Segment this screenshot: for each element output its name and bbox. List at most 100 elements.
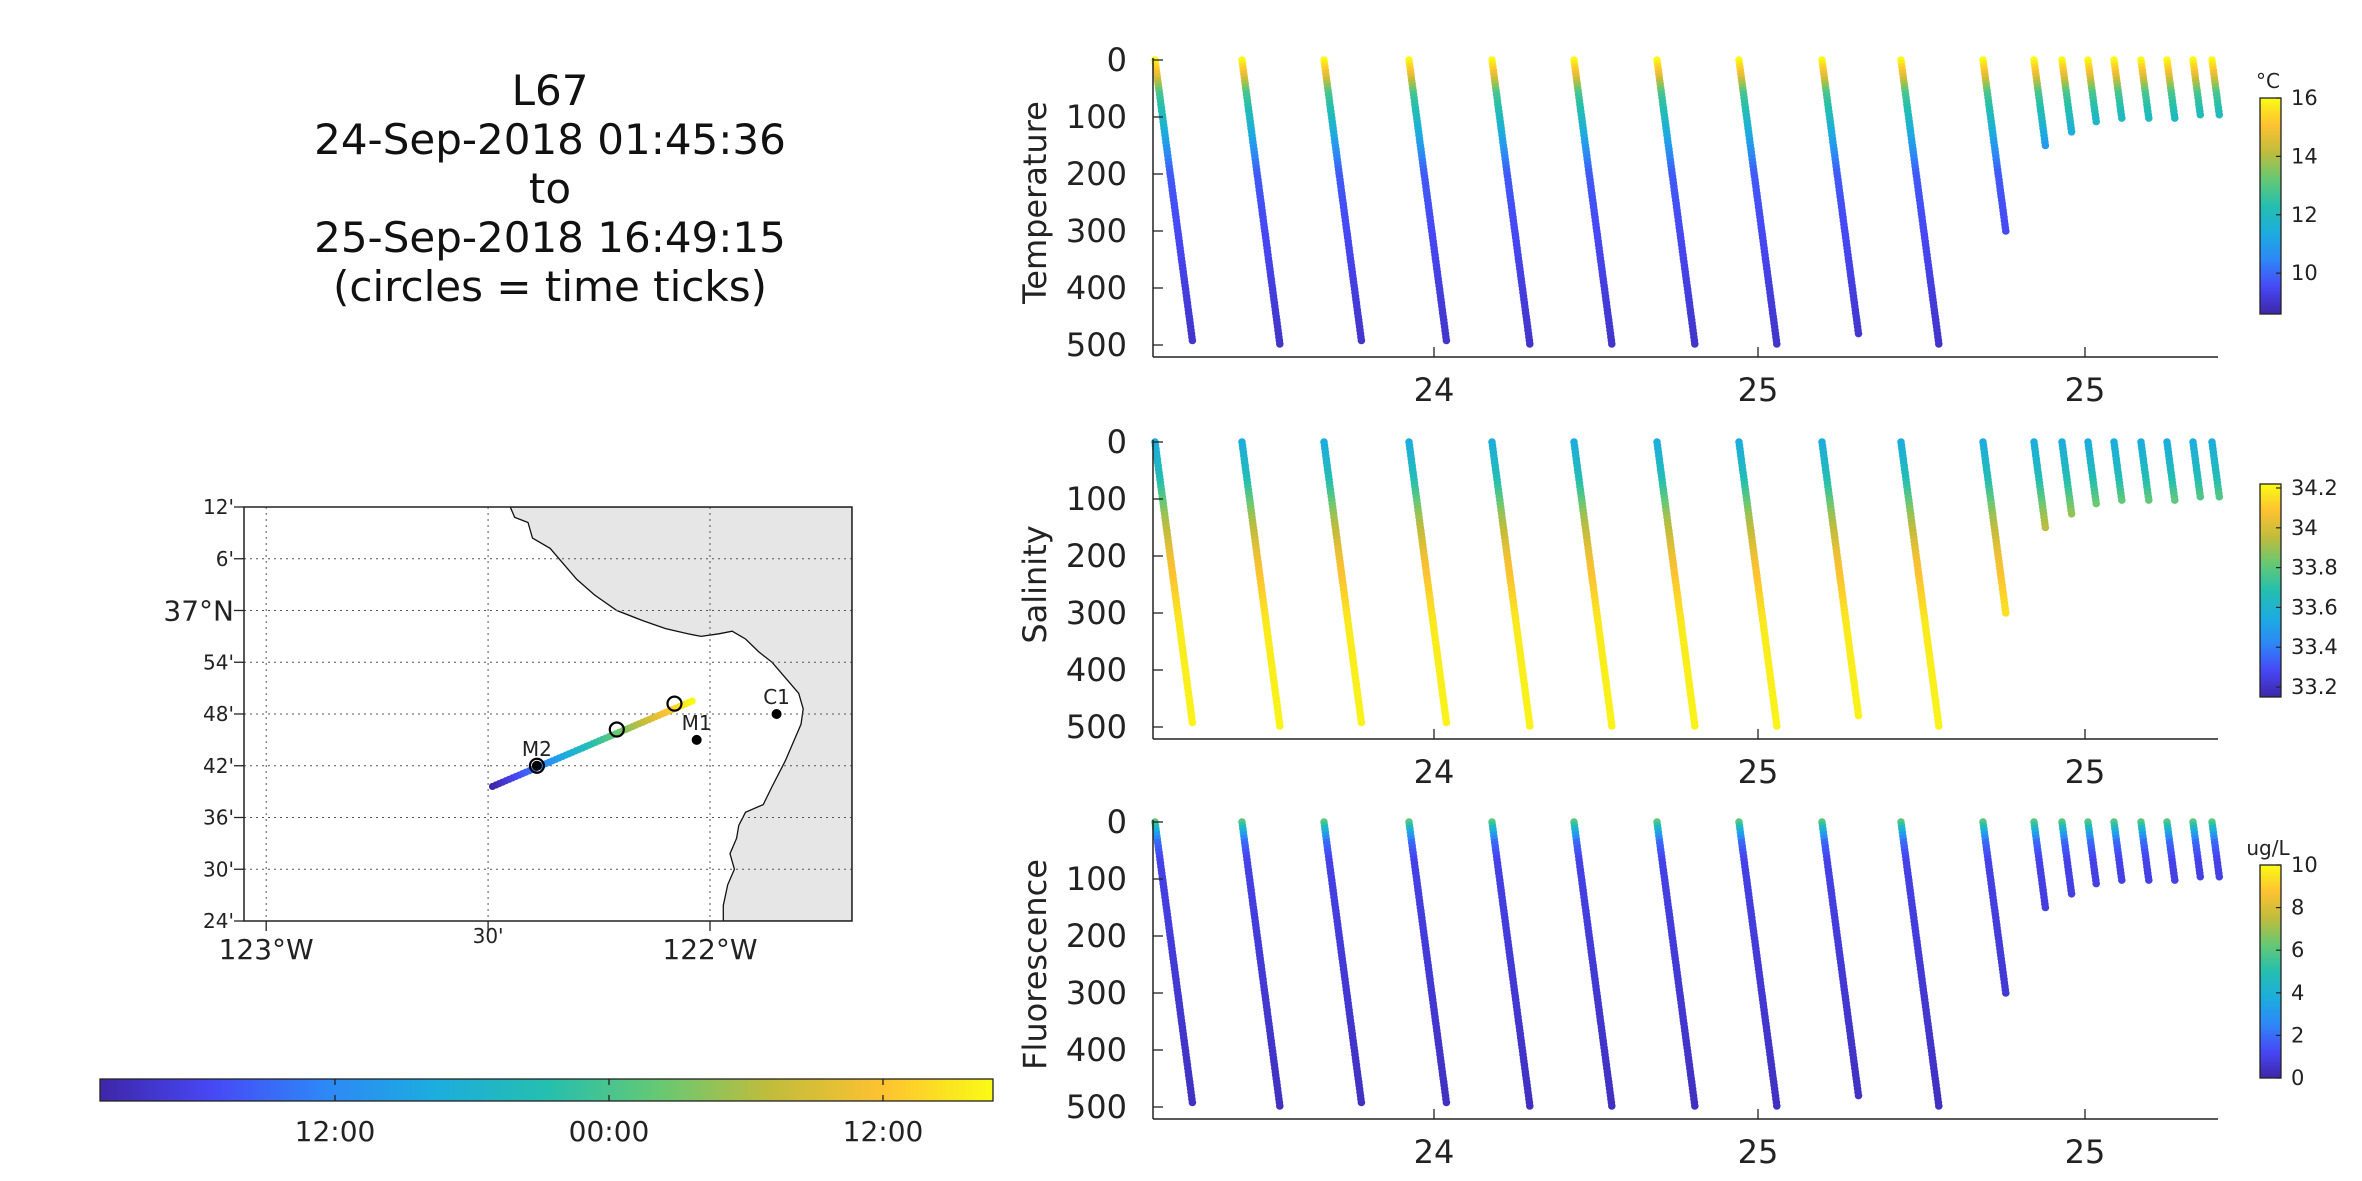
profile-point <box>2196 872 2205 881</box>
profile-y-axis-label: Salinity <box>1016 525 1054 643</box>
profile-point <box>1854 1091 1863 1100</box>
profile-point <box>1691 722 1699 730</box>
profile-y-tick-label: 500 <box>1066 326 1127 364</box>
profile-y-tick-label: 200 <box>1066 155 1127 193</box>
profile-point <box>2092 117 2100 126</box>
figure-title: L67 24-Sep-2018 01:45:36 to 25-Sep-2018 … <box>300 66 800 311</box>
profile-colorbar-label: 33.4 <box>2291 635 2338 659</box>
profile-colorbar-unit: °C <box>2256 69 2280 93</box>
profile-point <box>1357 336 1366 345</box>
map-station-marker <box>531 760 542 771</box>
map-station-label: C1 <box>763 685 790 709</box>
profile-colorbar-unit: ug/L <box>2246 836 2290 860</box>
profile-point <box>2092 879 2100 888</box>
profile-point <box>2002 609 2010 617</box>
profile-point <box>1276 340 1284 348</box>
profile-point <box>2171 876 2179 884</box>
profile-y-tick-label: 400 <box>1066 651 1127 689</box>
profile-colorbar-label: 0 <box>2291 1066 2304 1090</box>
profile-point <box>1188 336 1197 345</box>
map-station-marker <box>691 734 702 745</box>
profile-point <box>2041 141 2050 150</box>
profile-point <box>2215 872 2224 881</box>
profile-colorbar-label: 33.8 <box>2291 556 2338 580</box>
profile-point <box>2145 114 2153 122</box>
profile-point <box>1935 722 1943 730</box>
profile-point <box>1276 722 1284 730</box>
profile-point <box>1526 340 1534 348</box>
time-colorbar <box>99 1078 994 1102</box>
profile-point <box>1442 336 1451 345</box>
profile-point <box>1526 1102 1534 1110</box>
profile-point <box>1691 1102 1699 1110</box>
profile-point <box>1357 718 1366 727</box>
profile-y-tick-label: 0 <box>1107 803 1127 841</box>
profile-point <box>1691 340 1699 348</box>
profile-point <box>2041 523 2050 532</box>
profile-point <box>1608 722 1616 730</box>
profile-y-tick-label: 300 <box>1066 974 1127 1012</box>
profile-y-tick-label: 100 <box>1066 98 1127 136</box>
map-lat-tick-label: 48' <box>203 702 234 726</box>
profile-point <box>2215 110 2224 119</box>
profile-point <box>1276 1102 1284 1110</box>
profile-point <box>1854 711 1863 720</box>
map-time-tick-circle <box>528 757 546 774</box>
profile-colorbar-label: 12 <box>2291 203 2318 227</box>
profile-point <box>2118 114 2126 122</box>
profile-colorbar-label: 14 <box>2291 144 2318 168</box>
profile-colorbar-label: 8 <box>2291 896 2304 920</box>
profile-point <box>1773 1102 1781 1110</box>
profile-point <box>1935 1102 1943 1110</box>
profile-x-tick-label: 25 <box>2065 753 2106 791</box>
profile-point <box>2171 496 2179 504</box>
map-lat-tick-label: 36' <box>203 806 234 830</box>
profile-y-tick-label: 300 <box>1066 212 1127 250</box>
profile-colorbar-label: 10 <box>2291 853 2318 877</box>
profile-x-tick-label: 24 <box>1414 1133 1455 1171</box>
title-line-end: 25-Sep-2018 16:49:15 <box>314 213 786 262</box>
profile-point <box>1442 718 1451 727</box>
map-lat-tick-label: 42' <box>203 754 234 778</box>
profile-point <box>2067 890 2076 898</box>
profile-colorbar-label: 6 <box>2291 938 2304 962</box>
profile-y-tick-label: 100 <box>1066 860 1127 898</box>
profile-point <box>2041 903 2050 912</box>
profile-point <box>1608 340 1616 348</box>
profile-colorbar-label: 2 <box>2291 1023 2304 1047</box>
profile-y-tick-label: 500 <box>1066 708 1127 746</box>
map-time-tick-circle <box>666 695 683 712</box>
profile-point <box>1442 1098 1451 1107</box>
profile-x-tick-label: 25 <box>1738 1133 1779 1171</box>
map-lat-tick-label: 54' <box>203 650 234 674</box>
profile-y-tick-label: 0 <box>1107 41 1127 79</box>
map-lat-tick-label: 6' <box>216 547 234 571</box>
profile-point <box>1773 722 1781 730</box>
title-line-note: (circles = time ticks) <box>333 262 767 311</box>
profile-point <box>1188 718 1197 727</box>
profile-colorbar-label: 33.6 <box>2291 595 2338 619</box>
time-colorbar-label: 12:00 <box>843 1115 924 1148</box>
map-station-marker <box>771 709 782 719</box>
profile-colorbar-label: 34.2 <box>2291 476 2338 500</box>
profile-point <box>2196 492 2205 501</box>
title-line-mission: L67 <box>511 66 589 115</box>
profile-point <box>2118 876 2126 884</box>
map-lon-tick-label: 123°W <box>219 933 314 966</box>
profile-point <box>1935 340 1943 348</box>
profile-x-tick-label: 25 <box>1738 753 1779 791</box>
profile-point <box>1773 340 1781 348</box>
profile-colorbar <box>2259 864 2282 1079</box>
profile-point <box>1188 1098 1197 1107</box>
title-line-to: to <box>528 164 572 213</box>
profile-point <box>2171 114 2179 122</box>
profile-colorbar-label: 16 <box>2291 86 2318 110</box>
profile-y-tick-label: 400 <box>1066 269 1127 307</box>
profile-point <box>2002 989 2010 997</box>
profile-point <box>1608 1102 1616 1110</box>
map-time-tick-circle <box>608 721 625 738</box>
title-line-start: 24-Sep-2018 01:45:36 <box>314 115 786 164</box>
profile-y-axis-label: Temperature <box>1016 101 1054 305</box>
profile-point <box>2002 227 2010 235</box>
